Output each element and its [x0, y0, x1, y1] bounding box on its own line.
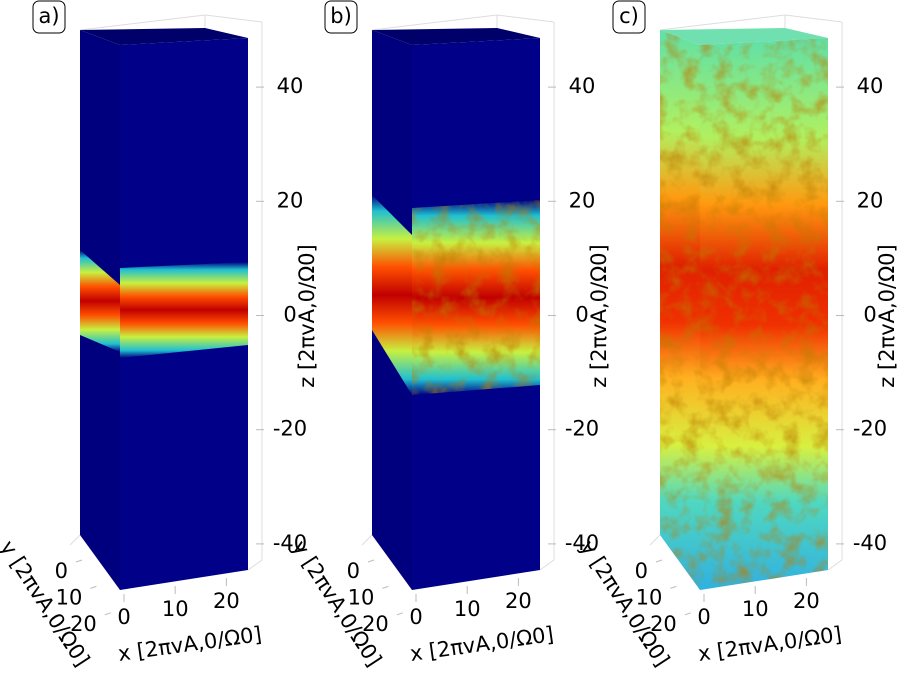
top-face [80, 28, 248, 45]
y-tick [684, 612, 691, 616]
texture [660, 30, 700, 590]
y-tick [655, 559, 663, 563]
axis-box-line [69, 534, 81, 546]
axis-box-line [361, 534, 373, 546]
z-tick-label: 0 [575, 303, 588, 327]
x-tick-label: 0 [697, 605, 710, 629]
x-tick-label: 10 [742, 597, 769, 621]
z-tick-label: -20 [273, 417, 307, 441]
axis-box-line [371, 14, 498, 31]
x-tick-label: 0 [117, 605, 130, 629]
y-tick-label: 20 [362, 612, 389, 636]
y-tick [90, 585, 97, 589]
y-tick-label: 0 [55, 559, 68, 583]
y-tick [367, 559, 375, 563]
y-tick-label: 0 [635, 559, 648, 583]
panel-label-box [612, 0, 646, 34]
x-tick-label: 20 [793, 589, 820, 613]
panel-label: a) [38, 4, 59, 28]
axis-box-line [496, 14, 555, 23]
x-axis-label: x [2πvA,0/Ω0] [116, 622, 263, 666]
y-tick [670, 585, 677, 589]
panel-label-box [32, 0, 66, 34]
top-face [372, 28, 540, 45]
texture [700, 38, 828, 590]
x-axis-label: x [2πvA,0/Ω0] [696, 622, 843, 666]
y-tick-label: 20 [650, 612, 677, 636]
axis-box-line [539, 559, 555, 571]
axis-box-line [649, 534, 661, 546]
z-tick-label: 40 [277, 74, 304, 98]
y-tick-label: 10 [636, 585, 663, 609]
axis-box-line [659, 14, 786, 31]
z-tick-label: 20 [569, 188, 596, 212]
z-tick-label: -40 [853, 531, 887, 555]
z-tick-label: 40 [857, 74, 884, 98]
x-tick-label: 20 [505, 589, 532, 613]
axis-box-line [827, 559, 843, 571]
axis-box-line [79, 14, 206, 31]
y-tick [396, 612, 403, 616]
z-tick-label: 0 [863, 303, 876, 327]
x-tick-label: 10 [162, 597, 189, 621]
density-band-front [120, 262, 248, 358]
y-tick-label: 20 [70, 612, 97, 636]
z-axis-label: z [2πvA,0/Ω0] [587, 244, 611, 387]
z-tick-label: -20 [565, 417, 599, 441]
axis-box-line [204, 14, 263, 23]
z-tick-label: -40 [273, 531, 307, 555]
x-tick-label: 20 [213, 589, 240, 613]
axis-box-line [247, 559, 263, 571]
axis-box-line [784, 14, 843, 23]
y-tick-label: 0 [347, 559, 360, 583]
x-tick-label: 0 [409, 605, 422, 629]
band-texture [412, 200, 540, 395]
x-axis-label: x [2πvA,0/Ω0] [408, 622, 555, 666]
z-tick-label: 40 [569, 74, 596, 98]
density-band-left [372, 195, 412, 395]
z-tick-label: -20 [853, 417, 887, 441]
y-tick-label: 10 [348, 585, 375, 609]
panel-label-box [324, 0, 358, 34]
z-tick-label: 0 [283, 303, 296, 327]
volume [660, 28, 828, 590]
top-face [660, 28, 828, 45]
z-axis-label: z [2πvA,0/Ω0] [295, 244, 319, 387]
panel-label: b) [330, 4, 352, 28]
volume [80, 28, 248, 590]
volume [372, 28, 540, 590]
z-axis-label: z [2πvA,0/Ω0] [875, 244, 899, 387]
panel-label: c) [619, 4, 639, 28]
x-tick-label: 10 [454, 597, 481, 621]
z-tick-label: 20 [277, 188, 304, 212]
z-tick-label: -40 [565, 531, 599, 555]
y-tick-label: 10 [56, 585, 83, 609]
y-tick [75, 559, 83, 563]
y-tick [104, 612, 111, 616]
density-band-left [80, 250, 120, 352]
z-tick-label: 20 [857, 188, 884, 212]
y-tick [382, 585, 389, 589]
